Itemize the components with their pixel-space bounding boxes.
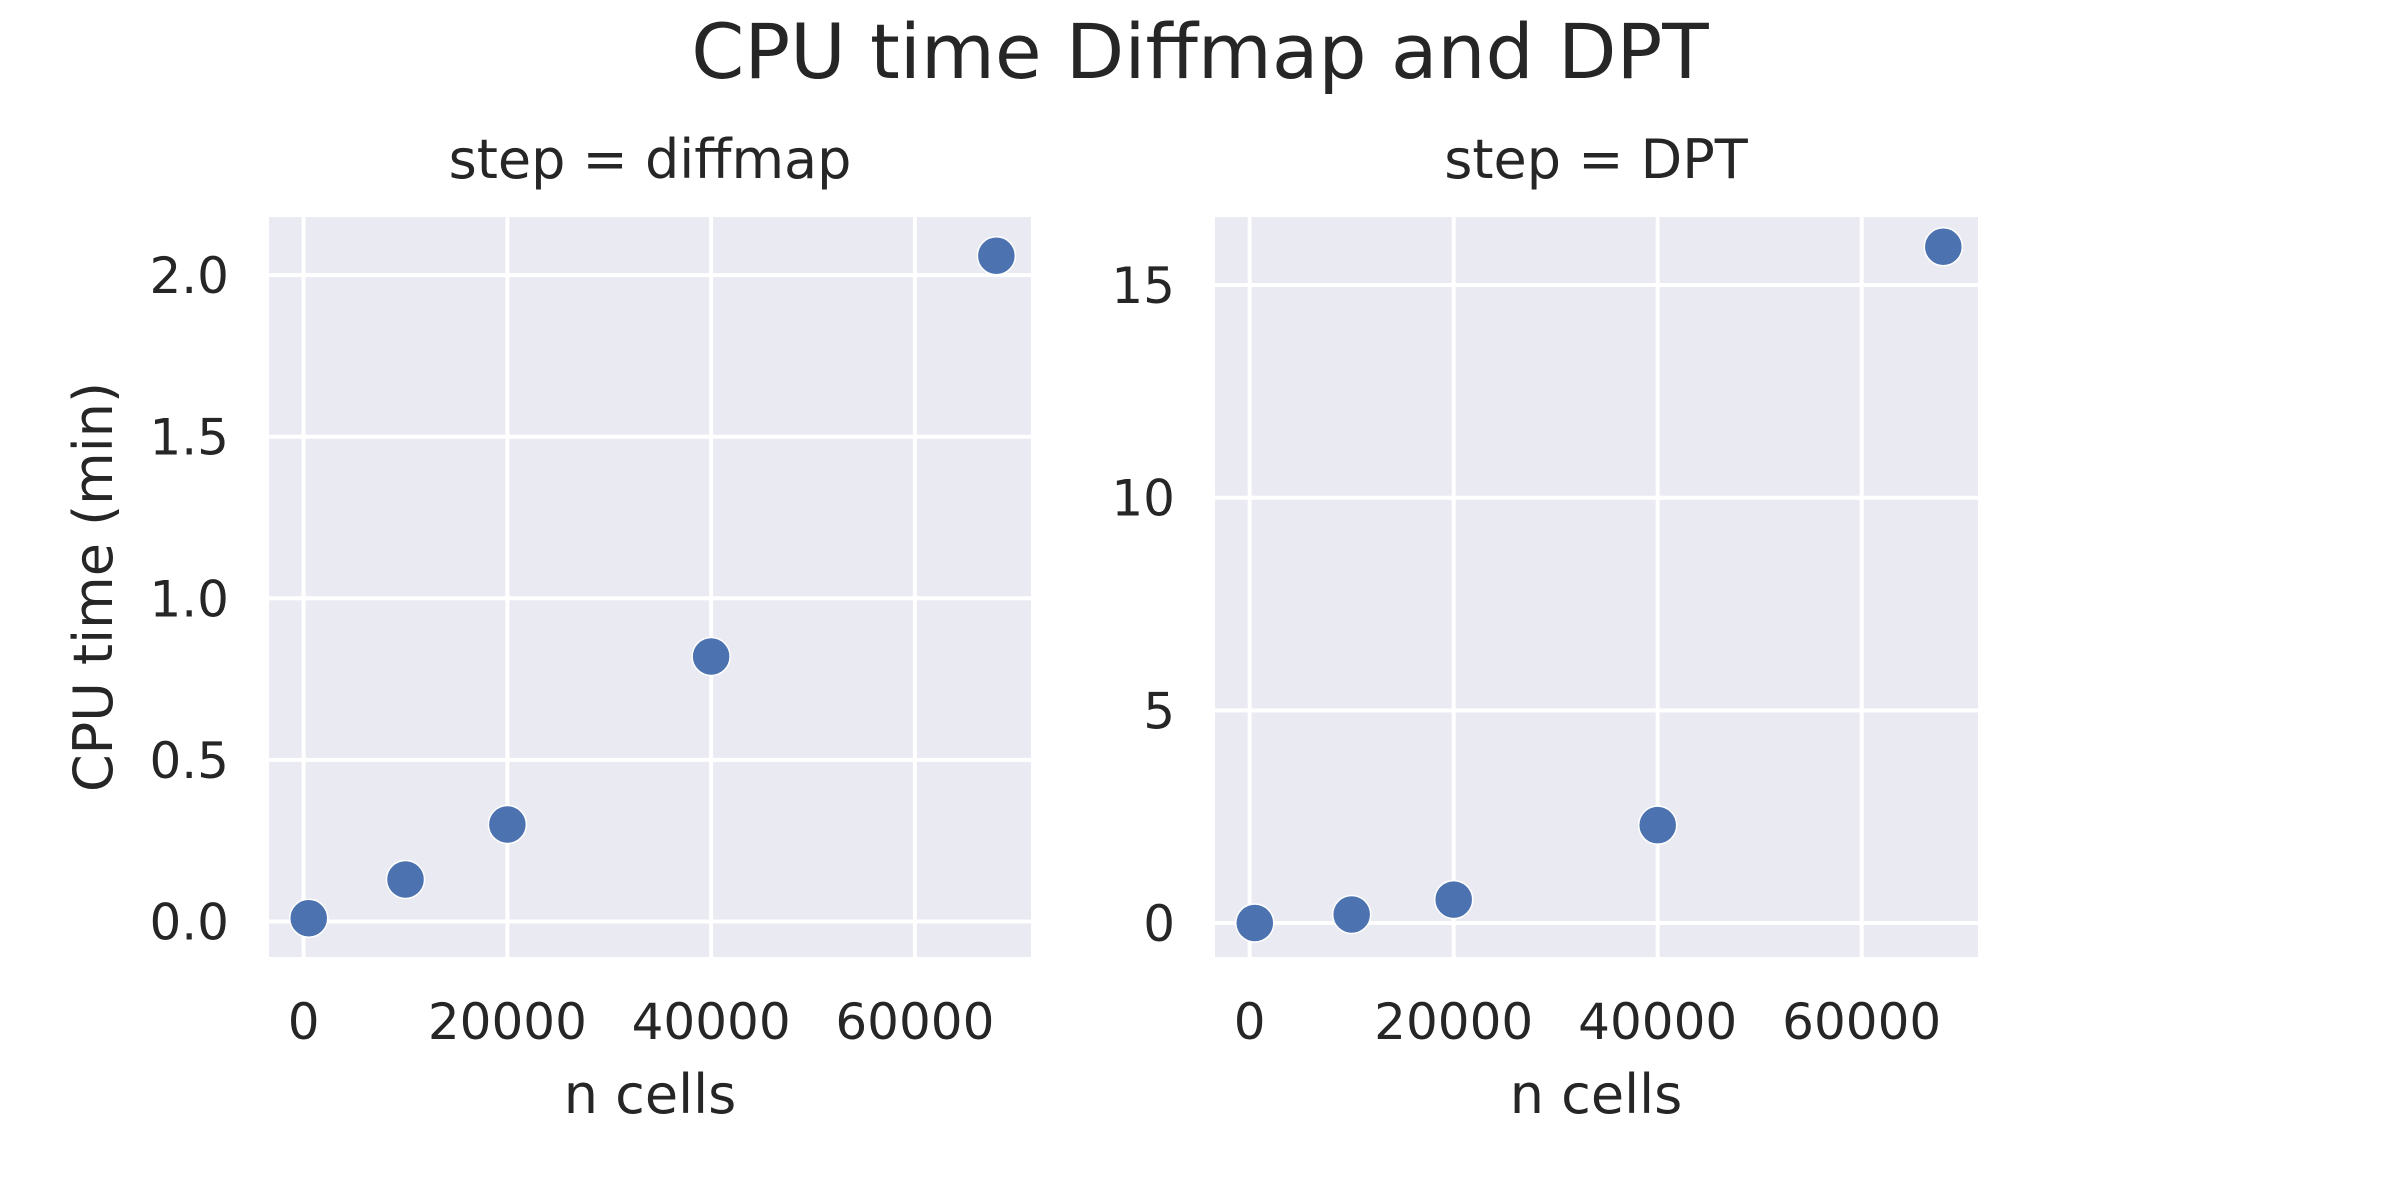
data-point <box>288 898 329 938</box>
data-point <box>1433 879 1474 920</box>
panel-diffmap-title: step = diffmap <box>449 128 852 191</box>
panel-diffmap-y-axis-label: CPU time (min) <box>62 382 125 792</box>
panel-dpt-background <box>1215 217 1978 957</box>
data-point <box>976 236 1017 276</box>
x-tick-label: 60000 <box>1782 993 1941 1051</box>
x-tick-label: 40000 <box>632 993 791 1051</box>
data-point <box>385 859 426 900</box>
figure-title: CPU time Diffmap and DPT <box>691 7 1709 96</box>
data-point <box>1637 805 1678 845</box>
panel-dpt-gridlines <box>1215 217 1978 957</box>
panel-dpt-x-ticks: 0 20000 40000 60000 <box>1234 993 1941 1051</box>
panel-diffmap-x-axis-label: n cells <box>564 1063 736 1126</box>
panel-dpt-x-axis-label: n cells <box>1510 1063 1682 1126</box>
panel-diffmap-background <box>269 217 1031 957</box>
x-tick-label: 40000 <box>1578 993 1737 1051</box>
panel-dpt-points <box>1235 227 1964 943</box>
panel-dpt-title: step = DPT <box>1444 128 1749 191</box>
panel-dpt-y-ticks: 0 5 10 15 <box>1111 257 1175 953</box>
data-point <box>487 804 528 845</box>
y-tick-label: 15 <box>1111 257 1175 315</box>
panel-diffmap-y-ticks: 0.0 0.5 1.0 1.5 2.0 <box>149 247 229 951</box>
data-point <box>691 636 731 677</box>
panel-diffmap-x-ticks: 0 20000 40000 60000 <box>288 993 995 1051</box>
panel-diffmap-points <box>288 236 1017 938</box>
y-tick-label: 0.5 <box>149 732 229 790</box>
y-tick-label: 1.0 <box>149 570 229 628</box>
y-tick-label: 2.0 <box>149 247 229 305</box>
panel-diffmap-gridlines <box>269 217 1031 957</box>
data-point <box>1923 227 1964 267</box>
data-point <box>1235 903 1275 943</box>
y-tick-label: 5 <box>1143 682 1175 740</box>
y-tick-label: 0 <box>1143 895 1175 953</box>
x-tick-label: 20000 <box>1374 993 1533 1051</box>
y-tick-label: 1.5 <box>149 409 229 467</box>
data-point <box>1331 894 1372 935</box>
x-tick-label: 0 <box>288 993 320 1051</box>
panel-dpt: step = DPT 0 20000 40000 60000 0 5 10 15 n cel… <box>1111 128 1978 1126</box>
x-tick-label: 0 <box>1234 993 1266 1051</box>
y-tick-label: 10 <box>1111 470 1175 528</box>
x-tick-label: 20000 <box>428 993 587 1051</box>
y-tick-label: 0.0 <box>149 893 229 951</box>
x-tick-label: 60000 <box>835 993 994 1051</box>
panel-diffmap: step = diffmap 0 20000 40000 60000 0.0 0.5 1.… <box>62 128 1031 1126</box>
